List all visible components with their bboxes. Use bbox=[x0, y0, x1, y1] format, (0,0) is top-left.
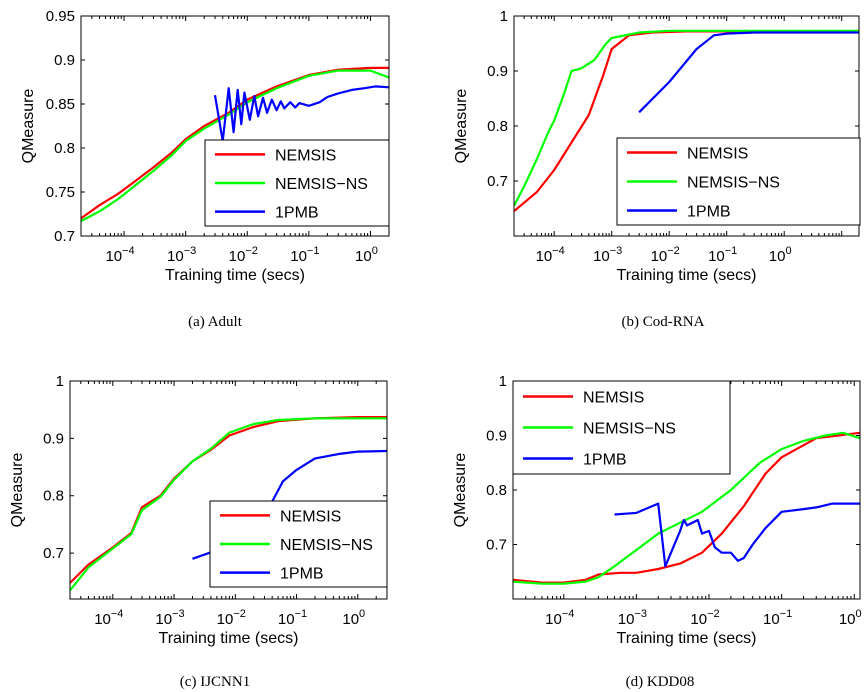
x-axis-label: Training time (secs) bbox=[165, 267, 305, 284]
y-tick-label: 0.9 bbox=[487, 63, 508, 80]
x-tick-label: 10−1 bbox=[278, 608, 307, 628]
series-line-1pmb bbox=[638, 31, 859, 114]
y-axis-label: QMeasure bbox=[452, 453, 469, 528]
series-line-1pmb bbox=[614, 502, 860, 568]
x-tick-label: 10−4 bbox=[94, 608, 123, 628]
y-tick-label: 0.7 bbox=[54, 228, 75, 245]
legend: NEMSIS NEMSIS−NS 1PMB bbox=[209, 500, 388, 588]
x-axis-label: Training time (secs) bbox=[617, 630, 757, 647]
x-tick-label: 10−4 bbox=[545, 608, 574, 628]
x-tick-label: 10−4 bbox=[105, 245, 134, 265]
series-line-nemsis bbox=[513, 431, 860, 584]
y-tick-label: 0.7 bbox=[487, 173, 508, 190]
chart-panel-4: 0.7 0.8 0.9 1 10−4 10−3 10−2 10−1 100 Training ti… bbox=[452, 373, 862, 690]
legend-label: NEMSIS bbox=[687, 146, 748, 163]
x-tick-label: 10−1 bbox=[708, 245, 737, 265]
legend-label: 1PMB bbox=[280, 566, 324, 583]
legend-label: 1PMB bbox=[275, 205, 319, 222]
y-tick-label: 1 bbox=[499, 373, 507, 390]
legend: NEMSIS NEMSIS−NS 1PMB bbox=[616, 137, 861, 226]
series-line-nemsisns bbox=[81, 69, 389, 222]
x-tick-label: 10−3 bbox=[167, 245, 196, 265]
x-tick-label: 100 bbox=[355, 245, 378, 265]
x-tick-label: 10−3 bbox=[618, 608, 647, 628]
legend-label: NEMSIS bbox=[275, 147, 336, 164]
x-tick-label: 100 bbox=[342, 608, 365, 628]
x-axis-label: Training time (secs) bbox=[617, 267, 757, 284]
panel-caption: (c) IJCNN1 bbox=[180, 674, 250, 690]
x-tick-label: 10−2 bbox=[690, 608, 719, 628]
series-line-nemsisns bbox=[514, 29, 859, 207]
legend-label: NEMSIS−NS bbox=[583, 421, 676, 438]
y-tick-label: 0.9 bbox=[43, 430, 64, 447]
chart-panel-1: 0.7 0.75 0.8 0.85 0.9 0.95 10−4 10−3 10−2 10−1 100… bbox=[20, 8, 390, 330]
legend: NEMSIS NEMSIS−NS 1PMB bbox=[204, 139, 390, 227]
y-axis-label: QMeasure bbox=[453, 89, 470, 164]
y-tick-label: 0.75 bbox=[46, 184, 75, 201]
x-tick-label: 10−2 bbox=[651, 245, 680, 265]
series-line-nemsisns bbox=[513, 431, 860, 585]
legend-label: 1PMB bbox=[687, 204, 731, 221]
y-axis-label: QMeasure bbox=[9, 453, 26, 528]
legend-label: NEMSIS−NS bbox=[687, 175, 780, 192]
plot-frame bbox=[69, 380, 388, 600]
y-tick-label: 0.7 bbox=[486, 537, 507, 554]
legend-label: NEMSIS−NS bbox=[275, 176, 368, 193]
legend-label: NEMSIS bbox=[280, 508, 341, 525]
y-tick-label: 0.8 bbox=[54, 140, 75, 157]
panel-caption: (a) Adult bbox=[188, 314, 243, 330]
y-tick-label: 1 bbox=[500, 8, 508, 25]
chart-panel-3: 0.7 0.8 0.9 1 10−4 10−3 10−2 10−1 100 Training ti… bbox=[9, 373, 388, 690]
y-tick-label: 0.85 bbox=[46, 96, 75, 113]
y-tick-label: 0.8 bbox=[486, 482, 507, 499]
y-axis-label: QMeasure bbox=[20, 89, 37, 164]
y-tick-label: 0.9 bbox=[54, 52, 75, 69]
plot-frame bbox=[80, 15, 390, 237]
legend-label: 1PMB bbox=[583, 452, 627, 469]
panel-caption: (b) Cod-RNA bbox=[622, 314, 705, 330]
x-tick-label: 100 bbox=[769, 245, 792, 265]
y-tick-label: 0.95 bbox=[46, 8, 75, 25]
x-tick-label: 10−3 bbox=[155, 608, 184, 628]
x-tick-label: 10−2 bbox=[229, 245, 258, 265]
panel-caption: (d) KDD08 bbox=[626, 674, 695, 690]
series-line-1pmb bbox=[213, 85, 389, 143]
legend: NEMSIS NEMSIS−NS 1PMB bbox=[512, 380, 731, 475]
x-tick-label: 10−1 bbox=[763, 608, 792, 628]
x-tick-label: 10−2 bbox=[217, 608, 246, 628]
y-tick-label: 1 bbox=[56, 373, 64, 390]
series-line-nemsisns bbox=[70, 417, 387, 592]
y-tick-label: 0.9 bbox=[486, 428, 507, 445]
legend-label: NEMSIS−NS bbox=[280, 537, 373, 554]
legend-label: NEMSIS bbox=[583, 390, 644, 407]
y-tick-label: 0.7 bbox=[43, 545, 64, 562]
y-tick-label: 0.8 bbox=[487, 118, 508, 135]
x-tick-label: 10−3 bbox=[593, 245, 622, 265]
chart-panel-2: 0.7 0.8 0.9 1 10−4 10−3 10−2 10−1 100 Training ti… bbox=[453, 8, 861, 330]
x-tick-label: 10−1 bbox=[290, 245, 319, 265]
y-tick-label: 0.8 bbox=[43, 488, 64, 505]
x-tick-label: 100 bbox=[839, 608, 862, 628]
x-tick-label: 10−4 bbox=[536, 245, 565, 265]
x-axis-label: Training time (secs) bbox=[159, 630, 299, 647]
